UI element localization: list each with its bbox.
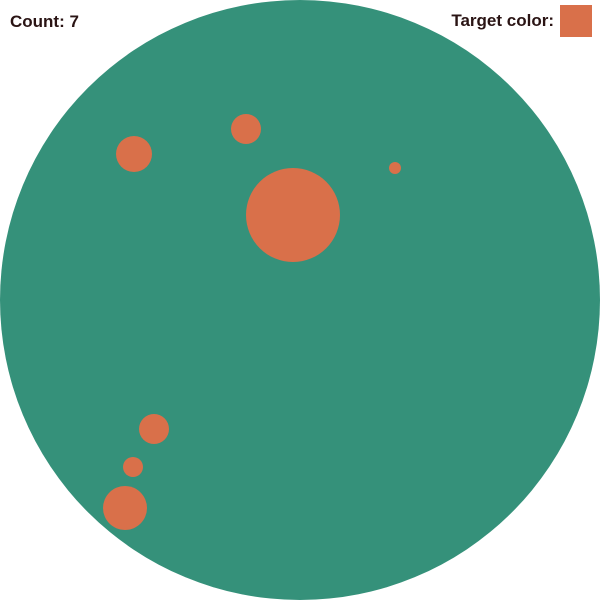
target-dot[interactable] (116, 136, 152, 172)
target-dot[interactable] (123, 457, 143, 477)
target-color-indicator: Target color: (451, 5, 592, 37)
target-dot[interactable] (389, 162, 401, 174)
target-dot[interactable] (246, 168, 340, 262)
target-dot[interactable] (231, 114, 261, 144)
count-label: Count: 7 (10, 12, 79, 31)
target-dot[interactable] (103, 486, 147, 530)
target-color-swatch (560, 5, 592, 37)
target-dot[interactable] (139, 414, 169, 444)
target-dots (103, 114, 401, 530)
target-color-label: Target color: (451, 11, 554, 30)
